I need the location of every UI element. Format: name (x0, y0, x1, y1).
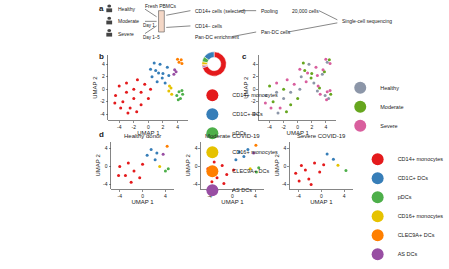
svg-text:-4: -4 (267, 124, 272, 130)
svg-text:-4: -4 (193, 181, 198, 187)
svg-text:4: 4 (102, 61, 105, 67)
svg-text:4: 4 (254, 193, 257, 199)
svg-text:4: 4 (343, 193, 346, 199)
svg-text:c: c (242, 52, 247, 61)
svg-text:UMAP 1: UMAP 1 (137, 130, 160, 136)
svg-text:0: 0 (231, 193, 234, 199)
svg-text:-4: -4 (103, 181, 108, 187)
svg-text:2: 2 (102, 73, 105, 79)
svg-text:4: 4 (284, 145, 287, 151)
svg-text:b: b (99, 52, 104, 61)
svg-text:0: 0 (102, 86, 105, 92)
svg-text:Day 1–5: Day 1–5 (143, 35, 160, 40)
svg-text:2: 2 (310, 124, 313, 130)
svg-text:UMAP 2: UMAP 2 (185, 154, 191, 177)
svg-text:CD16+ monocytes: CD16+ monocytes (232, 149, 278, 155)
svg-text:2: 2 (253, 73, 256, 79)
svg-text:4: 4 (253, 61, 256, 67)
svg-text:UMAP 2: UMAP 2 (95, 154, 101, 177)
svg-text:4: 4 (105, 145, 108, 151)
svg-text:-4: -4 (296, 193, 301, 199)
svg-text:CD1C+ DCs: CD1C+ DCs (398, 175, 429, 181)
svg-text:Healthy donor: Healthy donor (124, 133, 161, 139)
svg-text:4: 4 (195, 145, 198, 151)
svg-text:0: 0 (105, 163, 108, 169)
svg-text:-2: -2 (100, 98, 105, 104)
svg-text:CD14− cells: CD14− cells (195, 23, 223, 29)
svg-text:Moderate: Moderate (380, 104, 403, 110)
svg-text:a: a (99, 4, 104, 13)
svg-text:-4: -4 (118, 193, 123, 199)
svg-text:UMAP 1: UMAP 1 (310, 199, 333, 205)
svg-text:CD16+ monocytes: CD16+ monocytes (398, 213, 444, 219)
svg-text:-2: -2 (281, 124, 286, 130)
svg-text:0: 0 (320, 193, 323, 199)
svg-text:4: 4 (176, 124, 179, 130)
svg-text:Pooling: Pooling (261, 8, 278, 14)
svg-text:CD1C+ DCs: CD1C+ DCs (232, 111, 263, 117)
svg-text:0: 0 (195, 163, 198, 169)
svg-text:CD14+ monocytes: CD14+ monocytes (398, 156, 444, 162)
svg-text:0: 0 (296, 124, 299, 130)
svg-text:4: 4 (324, 124, 327, 130)
svg-text:4: 4 (164, 193, 167, 199)
svg-text:Moderate COVID-19: Moderate COVID-19 (205, 133, 260, 139)
svg-text:Healthy: Healthy (118, 6, 135, 12)
svg-text:Day 1: Day 1 (143, 23, 155, 28)
svg-text:Fresh PBMCs: Fresh PBMCs (145, 3, 177, 9)
svg-text:CD14+ cells (selected): CD14+ cells (selected) (195, 8, 246, 14)
svg-text:Severe COVID-19: Severe COVID-19 (297, 133, 346, 139)
svg-text:UMAP 2: UMAP 2 (274, 154, 280, 177)
svg-text:AS DCs: AS DCs (398, 251, 418, 257)
svg-text:0: 0 (284, 163, 287, 169)
svg-text:0: 0 (147, 124, 150, 130)
svg-text:-4: -4 (100, 111, 105, 117)
svg-text:Moderate: Moderate (118, 18, 139, 24)
svg-text:2: 2 (162, 124, 165, 130)
svg-text:AS DCs: AS DCs (232, 187, 252, 193)
svg-text:d: d (99, 130, 104, 139)
svg-text:UMAP 2: UMAP 2 (243, 76, 249, 99)
svg-text:UMAP 1: UMAP 1 (131, 199, 154, 205)
svg-text:CD14+ monocytes: CD14+ monocytes (232, 92, 278, 98)
svg-text:-2: -2 (251, 98, 256, 104)
svg-text:CLEC9A+ DCs: CLEC9A+ DCs (398, 232, 435, 238)
svg-text:Healthy: Healthy (380, 85, 399, 91)
svg-text:Severe: Severe (380, 123, 397, 129)
svg-text:20,000 cells: 20,000 cells (292, 8, 319, 14)
svg-text:Pan-DC enrichment: Pan-DC enrichment (195, 34, 240, 40)
svg-text:0: 0 (141, 193, 144, 199)
svg-text:Single-cell sequencing: Single-cell sequencing (342, 18, 392, 24)
svg-text:UMAP 1: UMAP 1 (287, 130, 310, 136)
svg-text:0: 0 (253, 86, 256, 92)
svg-text:-2: -2 (132, 124, 137, 130)
svg-text:CLEC9A+ DCs: CLEC9A+ DCs (232, 168, 269, 174)
svg-text:-4: -4 (117, 124, 122, 130)
svg-text:-4: -4 (282, 181, 287, 187)
svg-text:Pan-DC cells: Pan-DC cells (261, 29, 291, 35)
svg-text:Severe: Severe (118, 31, 134, 37)
svg-text:pDCs: pDCs (398, 194, 412, 200)
svg-text:UMAP 1: UMAP 1 (221, 199, 244, 205)
svg-text:UMAP 2: UMAP 2 (92, 76, 98, 99)
svg-text:pDCs: pDCs (232, 130, 246, 136)
